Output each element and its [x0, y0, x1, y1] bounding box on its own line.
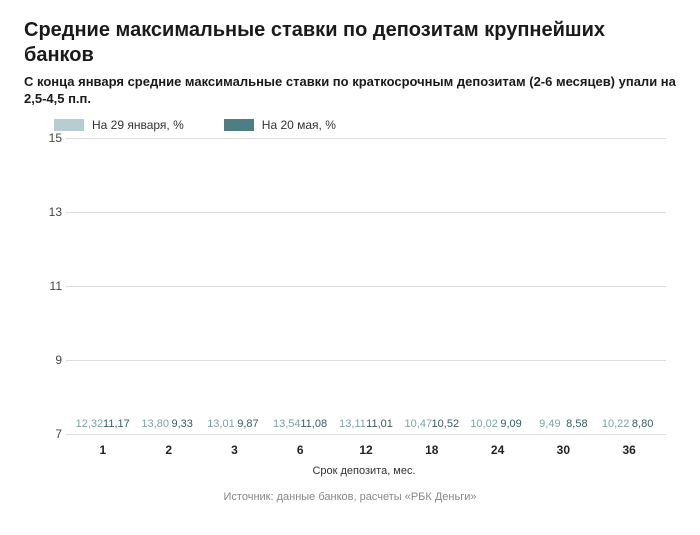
x-tick-label: 12 — [333, 437, 399, 463]
bar-value-label: 10,52 — [432, 418, 460, 430]
x-tick-label: 36 — [596, 437, 662, 463]
bar-value-label: 11,08 — [300, 418, 327, 430]
bar-value-label: 11,17 — [103, 418, 130, 430]
bar-value-label: 9,49 — [539, 418, 560, 430]
gridline — [66, 286, 666, 287]
bar-value-label: 9,33 — [171, 418, 192, 430]
x-tick-label: 1 — [70, 437, 136, 463]
x-tick-label: 24 — [465, 437, 531, 463]
x-tick-label: 2 — [136, 437, 202, 463]
legend-swatch-series1 — [54, 119, 84, 131]
bar-value-label: 10,22 — [602, 418, 630, 430]
plot-area: 12,3211,17 13,809,33 13,019,87 13,5411,08 13… — [66, 138, 666, 435]
y-tick-label: 15 — [38, 131, 62, 145]
chart-subtitle: С конца января средние максимальные став… — [24, 74, 676, 108]
chart-area: 12,3211,1713,809,3313,019,8713,5411,0813… — [38, 138, 666, 463]
bar-value-label: 13,54 — [273, 418, 301, 430]
y-tick-label: 9 — [38, 353, 62, 367]
bar-value-label: 9,87 — [237, 418, 258, 430]
legend-item-series2: На 20 мая, % — [224, 118, 336, 132]
gridline — [66, 212, 666, 213]
y-tick-label: 7 — [38, 427, 62, 441]
bar-value-label: 13,01 — [207, 418, 235, 430]
bar-value-label: 8,80 — [632, 418, 653, 430]
x-axis-labels: 12361218243036 — [66, 437, 666, 463]
legend-swatch-series2 — [224, 119, 254, 131]
legend-label-series1: На 29 января, % — [92, 118, 184, 132]
x-axis-title: Срок депозита, мес. — [52, 465, 676, 477]
legend: На 29 января, % На 20 мая, % — [54, 118, 676, 132]
x-tick-label: 6 — [267, 437, 333, 463]
bar-value-label: 10,02 — [470, 418, 498, 430]
y-tick-label: 11 — [38, 279, 62, 293]
source-text: Источник: данные банков, расчеты «РБК Де… — [24, 491, 676, 503]
legend-label-series2: На 20 мая, % — [262, 118, 336, 132]
x-tick-label: 3 — [202, 437, 268, 463]
bar-value-label: 10,47 — [405, 418, 433, 430]
bar-value-label: 11,01 — [366, 418, 393, 430]
gridline — [66, 360, 666, 361]
x-tick-label: 30 — [530, 437, 596, 463]
bar-value-label: 13,80 — [141, 418, 169, 430]
chart-title: Средние максимальные ставки по депозитам… — [24, 18, 676, 68]
gridline — [66, 434, 666, 435]
gridline — [66, 138, 666, 139]
legend-item-series1: На 29 января, % — [54, 118, 184, 132]
bar-value-label: 8,58 — [566, 418, 587, 430]
x-tick-label: 18 — [399, 437, 465, 463]
y-tick-label: 13 — [38, 205, 62, 219]
bar-value-label: 13,11 — [339, 418, 366, 430]
bar-value-label: 12,32 — [76, 418, 104, 430]
bar-value-label: 9,09 — [500, 418, 521, 430]
